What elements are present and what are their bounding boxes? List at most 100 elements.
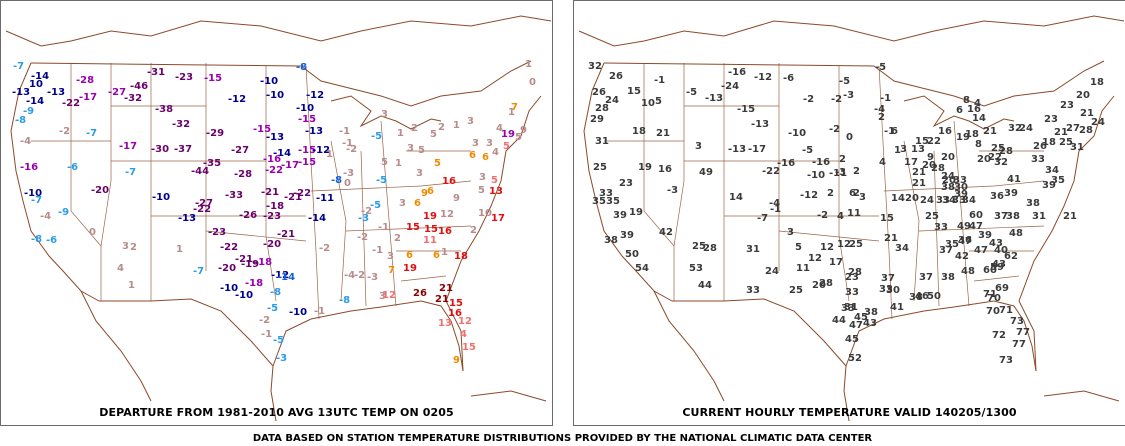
station-value: 73	[1010, 316, 1024, 327]
departure-map-panel: -7 -14 10 -13 -13 -14 -22 -9 -8 -4 -2 -7 -28 -17 -27 -4…	[0, 0, 553, 426]
station-value: 3	[486, 138, 493, 149]
station-value: -5	[839, 76, 851, 87]
station-value: 1	[894, 145, 901, 156]
station-value: 38	[909, 292, 923, 303]
station-value: 19	[403, 263, 417, 274]
station-value: -5	[371, 131, 383, 142]
station-value: 6	[469, 150, 476, 161]
station-value: 20	[905, 193, 919, 204]
station-value: 24	[920, 195, 934, 206]
station-value: -15	[253, 124, 272, 135]
station-value: 28	[1079, 125, 1093, 136]
station-value: 34	[942, 195, 956, 206]
station-value: 40	[994, 245, 1008, 256]
station-value: -37	[174, 144, 193, 155]
mexico-east	[843, 365, 850, 422]
station-value: 73	[999, 355, 1013, 366]
current-map-title: CURRENT HOURLY TEMPERATURE VALID 140205/…	[682, 406, 1017, 419]
station-value: 2	[438, 122, 445, 133]
station-value: 31	[746, 244, 760, 255]
station-value: -27	[108, 87, 127, 98]
station-value: 15	[449, 298, 463, 309]
station-value: 18	[1090, 77, 1104, 88]
station-value: 25	[925, 211, 939, 222]
station-value: -22	[220, 242, 239, 253]
station-value: 1	[525, 59, 532, 70]
station-value: 28	[819, 278, 833, 289]
station-value: -1	[884, 126, 896, 137]
station-value: -24	[721, 81, 740, 92]
station-value: -9	[58, 207, 70, 218]
station-value: -6	[783, 73, 795, 84]
station-value: 3	[381, 109, 388, 120]
station-value: 2	[470, 225, 477, 236]
station-value: 29	[590, 114, 604, 125]
station-value: 33	[599, 188, 613, 199]
station-value: 21	[912, 167, 926, 178]
mexico-east	[270, 365, 277, 422]
station-value: 1	[441, 247, 448, 258]
station-value: 13	[489, 186, 503, 197]
departure-map-title: DEPARTURE FROM 1981-2010 AVG 13UTC TEMP …	[99, 406, 454, 419]
station-value: -10	[260, 76, 279, 87]
station-value: 31	[844, 302, 858, 313]
station-value: 2	[878, 112, 885, 123]
station-value: -14	[273, 148, 292, 159]
station-value: 62	[1004, 251, 1018, 262]
station-value: 17	[829, 257, 843, 268]
station-value: -15	[298, 145, 317, 156]
station-value: -1	[261, 329, 273, 340]
station-value: 38	[1006, 211, 1020, 222]
station-value: -21	[284, 192, 303, 203]
station-value: -23	[263, 211, 282, 222]
station-value: -5	[802, 145, 814, 156]
station-value: 3	[859, 192, 866, 203]
station-value: 38	[941, 182, 955, 193]
station-value: 49	[699, 167, 713, 178]
station-value: -17	[281, 160, 300, 171]
station-value: 25	[1059, 137, 1073, 148]
station-value: 32	[994, 157, 1008, 168]
station-value: -1	[339, 126, 351, 137]
station-value: 12	[808, 253, 822, 264]
station-value: -13	[751, 119, 770, 130]
station-value: -28	[234, 169, 253, 180]
station-value: 11	[796, 263, 810, 274]
station-value: -15	[298, 157, 317, 168]
station-value: 46	[915, 291, 929, 302]
station-value: 37	[919, 272, 933, 283]
station-value: 47	[849, 320, 863, 331]
station-value: 16	[438, 226, 452, 237]
station-value: -7	[757, 213, 769, 224]
station-value: -17	[79, 92, 98, 103]
station-value: 41	[1007, 174, 1021, 185]
station-value: 24	[765, 266, 779, 277]
station-value: 48	[1009, 228, 1023, 239]
station-value: -20	[91, 185, 110, 196]
station-value: -8	[339, 295, 351, 306]
station-value: -23	[208, 227, 227, 238]
station-value: -8	[270, 287, 282, 298]
baja	[80, 290, 152, 402]
station-value: 28	[999, 146, 1013, 157]
station-value: 4	[879, 157, 886, 168]
station-value: 6	[956, 105, 963, 116]
station-value: 28	[595, 103, 609, 114]
us-basemap	[5, 15, 552, 422]
station-value: 5	[430, 129, 437, 140]
station-value: 33	[934, 222, 948, 233]
station-value: -22	[265, 165, 284, 176]
station-value: 38	[864, 307, 878, 318]
station-value: 28	[931, 163, 945, 174]
station-value: -7	[125, 167, 137, 178]
station-value: 71	[999, 305, 1013, 316]
station-value: 33	[936, 195, 950, 206]
station-value: 20	[941, 152, 955, 163]
station-value: -2	[829, 124, 841, 135]
station-value: -12	[271, 270, 290, 281]
station-value: -2	[817, 210, 829, 221]
station-value: 5	[418, 145, 425, 156]
current-temp-map-panel: 32 26 26 24 28 29 15 10 -1 5 -5 -13 -24 -16 -12 -6 -15 -1…	[573, 0, 1125, 426]
station-value: -6	[67, 162, 79, 173]
station-value: -7	[31, 195, 43, 206]
